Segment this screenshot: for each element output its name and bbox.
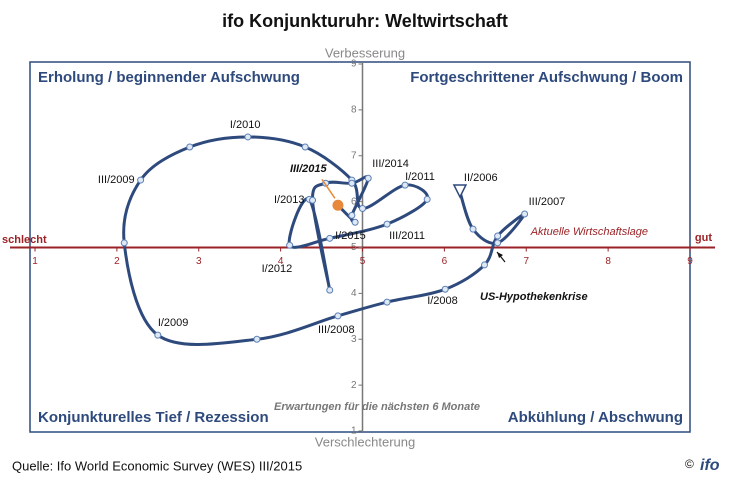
y-tick-label: 2 (351, 380, 357, 391)
logo: ifo (700, 457, 720, 474)
point-label: III/2015 (290, 163, 328, 175)
marker (120, 239, 128, 247)
y-tick-label: 9 (351, 59, 357, 70)
annotation: US-Hypothekenkrise (480, 291, 588, 303)
marker (469, 225, 477, 233)
marker (286, 241, 294, 249)
right-label: gut (695, 232, 712, 244)
marker (334, 312, 342, 320)
x-tick-label: 9 (687, 256, 693, 267)
x-tick-label: 7 (523, 256, 529, 267)
point-label: III/2008 (318, 324, 355, 336)
marker (480, 261, 488, 269)
point-label: I/2015 (335, 230, 366, 242)
y-tick-label: 7 (351, 150, 357, 161)
current-arrow (321, 178, 336, 199)
marker (309, 196, 317, 204)
point-label: I/2008 (427, 295, 458, 307)
x-tick-label: 8 (605, 256, 611, 267)
point-label: III/2007 (529, 196, 566, 208)
point-label: III/2011 (389, 230, 425, 242)
x-tick-label: 3 (196, 256, 202, 267)
y-axis-label: Erwartungen für die nächsten 6 Monate (274, 401, 480, 413)
y-tick-label: 3 (351, 334, 357, 345)
y-tick-label: 6 (351, 196, 357, 207)
point-label: I/2013 (274, 194, 305, 206)
point-label: I/2009 (158, 317, 189, 329)
x-tick-label: 6 (442, 256, 448, 267)
marker (301, 143, 309, 151)
trajectory (122, 135, 527, 347)
marker (494, 232, 502, 240)
y-tick-label: 4 (351, 288, 357, 299)
quadrant-label: Erholung / beginnender Aufschwung (38, 69, 300, 86)
marker (326, 286, 334, 294)
chart-title: ifo Konjunkturuhr: Weltwirtschaft (222, 11, 508, 31)
marker (154, 331, 162, 339)
point-label: I/2011 (405, 171, 435, 183)
marker (348, 211, 356, 219)
marker (383, 220, 391, 228)
y-tick-label: 8 (351, 105, 357, 116)
point-label: I/2010 (230, 119, 261, 131)
x-tick-label: 2 (114, 256, 120, 267)
copyright: © (685, 457, 694, 471)
marker (137, 176, 145, 184)
x-tick-label: 1 (32, 256, 38, 267)
marker (351, 218, 359, 226)
x-tick-label: 4 (278, 256, 284, 267)
point-label: I/2012 (262, 263, 293, 275)
marker (494, 239, 502, 247)
marker (348, 179, 356, 187)
marker (423, 195, 431, 203)
marker (186, 143, 194, 151)
source: Quelle: Ifo World Economic Survey (WES) … (12, 458, 302, 473)
point-label: III/2014 (372, 158, 409, 170)
marker (253, 335, 261, 343)
quadrant-label: Fortgeschrittener Aufschwung / Boom (410, 69, 683, 86)
y-tick-label: 5 (351, 242, 357, 253)
marker (521, 210, 529, 218)
marker (244, 133, 252, 141)
arrow-head (497, 252, 503, 258)
point-label: II/2006 (464, 172, 498, 184)
marker (359, 205, 366, 213)
marker (383, 298, 391, 306)
x-axis-label: Aktuelle Wirtschaftslage (530, 226, 648, 238)
point-label: III/2009 (98, 174, 135, 186)
left-label: schlecht (2, 234, 47, 246)
y-tick-label: 1 (351, 426, 357, 437)
marker (401, 181, 409, 189)
marker (452, 184, 468, 199)
marker (441, 285, 449, 293)
marker (364, 174, 372, 182)
marker (332, 199, 344, 211)
x-tick-label: 5 (360, 256, 366, 267)
top-label: Verbesserung (325, 45, 405, 60)
quadrant-label: Abkühlung / Abschwung (508, 409, 683, 426)
quadrant-label: Konjunkturelles Tief / Rezession (38, 409, 269, 426)
marker (326, 234, 334, 242)
bottom-label: Verschlechterung (315, 434, 415, 449)
